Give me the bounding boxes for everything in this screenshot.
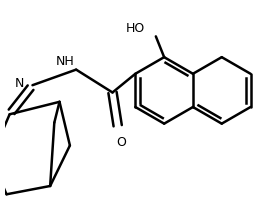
Text: HO: HO	[126, 22, 146, 35]
Text: N: N	[15, 77, 24, 90]
Text: NH: NH	[55, 55, 74, 68]
Text: O: O	[116, 136, 126, 149]
